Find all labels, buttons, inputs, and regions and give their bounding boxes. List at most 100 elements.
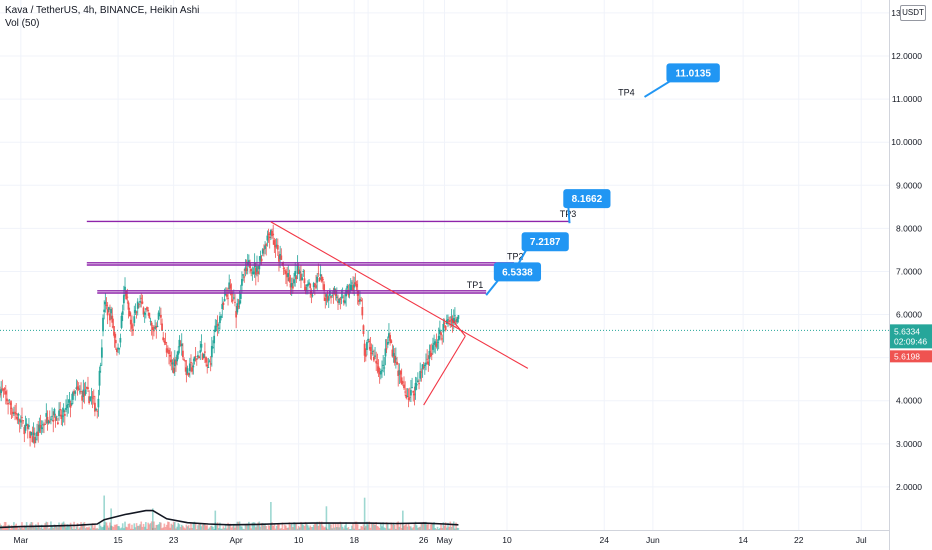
candle-body-372 (429, 352, 432, 357)
volume-bar-244 (281, 522, 284, 530)
currency-badge[interactable]: USDT (900, 5, 926, 21)
candle-body-258 (297, 269, 300, 275)
volume-bar-95 (109, 522, 111, 530)
callout-pointer-1 (514, 248, 528, 270)
volume-bar-173 (199, 523, 202, 530)
volume-bar-280 (323, 527, 325, 530)
volume-bar-175 (201, 524, 204, 530)
volume-bar-133 (153, 521, 155, 530)
candle-body-102 (117, 347, 119, 350)
candle-body-184 (212, 347, 214, 348)
volume-bar-100 (114, 524, 117, 530)
volume-bar-30 (33, 527, 36, 530)
candle-body-305 (352, 285, 354, 291)
candle-body-45 (51, 415, 53, 417)
volume-bar-315 (363, 527, 366, 530)
volume-bar-118 (135, 523, 138, 530)
candle-body-145 (166, 349, 169, 351)
candle-body-315 (363, 343, 366, 356)
candle-body-43 (48, 420, 51, 422)
symbol-legend[interactable]: Kava / TetherUS, 4h, BINANCE, Heikin Ash… (5, 5, 200, 16)
candle-body-103 (118, 348, 121, 350)
volume-bar-149 (171, 524, 174, 530)
volume-bar-16 (17, 528, 20, 530)
candle-body-304 (350, 282, 353, 284)
prev-close-tag-bg (890, 350, 932, 363)
volume-bar-5 (4, 522, 7, 530)
candle-body-295 (340, 296, 343, 298)
volume-bar-261 (301, 523, 303, 530)
volume-bar-378 (436, 526, 439, 530)
volume-bar-248 (286, 528, 288, 530)
candle-body-48 (54, 416, 57, 421)
candle-body-164 (188, 363, 191, 371)
volume-bar-146 (168, 521, 170, 530)
candle-body-183 (210, 345, 213, 358)
candle-body-13 (14, 411, 16, 414)
candle-body-38 (43, 424, 45, 426)
volume-bar-47 (53, 524, 56, 530)
volume-bar-332 (383, 527, 386, 530)
volume-bar-226 (260, 522, 263, 530)
volume-legend[interactable]: Vol (50) (5, 18, 40, 29)
candle-body-129 (148, 312, 151, 318)
volume-bar-325 (375, 522, 378, 530)
candle-body-320 (369, 346, 372, 351)
candle-body-344 (397, 370, 400, 376)
volume-bar-207 (238, 521, 241, 530)
candle-body-30 (33, 436, 36, 444)
candle-body-60 (68, 399, 71, 403)
candle-body-205 (236, 303, 239, 313)
volume-bar-31 (35, 524, 37, 530)
volume-bar-224 (258, 521, 261, 530)
candle-body-77 (88, 396, 91, 404)
candle-body-121 (139, 301, 141, 303)
volume-bar-114 (131, 524, 133, 530)
volume-bar-196 (226, 528, 228, 530)
candle-body-228 (263, 248, 265, 250)
volume-bar-199 (229, 523, 232, 530)
candle-body-382 (441, 338, 444, 340)
candle-body-105 (120, 315, 123, 328)
candle-body-365 (421, 364, 424, 369)
volume-bar-357 (412, 527, 415, 530)
candle-body-172 (198, 356, 200, 359)
volume-bar-192 (221, 528, 224, 530)
volume-bar-379 (437, 528, 440, 530)
candle-body-83 (95, 408, 97, 411)
volume-bar-169 (194, 523, 197, 530)
volume-bar-317 (366, 521, 368, 530)
volume-bar-346 (399, 523, 402, 530)
candle-body-378 (436, 342, 439, 344)
candle-body-275 (317, 273, 320, 275)
candle-body-261 (301, 277, 304, 281)
volume-bar-334 (385, 522, 388, 530)
volume-bar-17 (18, 527, 21, 530)
x-tick-label-4: 10 (294, 535, 304, 545)
candle-body-329 (379, 370, 382, 375)
candle-body-381 (440, 332, 442, 336)
candle-body-357 (412, 390, 415, 393)
candle-body-95 (109, 313, 111, 321)
candle-body-204 (235, 310, 238, 318)
x-tick-label-3: Apr (230, 535, 243, 545)
candle-body-138 (158, 315, 161, 317)
candle-body-181 (208, 361, 211, 363)
volume-bar-337 (389, 528, 391, 530)
volume-bar-312 (360, 526, 362, 530)
volume-bar-239 (275, 525, 278, 530)
volume-bar-35 (39, 527, 42, 530)
volume-bar-302 (348, 529, 351, 530)
volume-bar-385 (444, 522, 447, 530)
volume-bar-290 (334, 523, 337, 530)
volume-bar-195 (224, 525, 227, 530)
candle-body-279 (322, 279, 324, 280)
volume-bar-369 (426, 524, 428, 530)
volume-bar-53 (60, 523, 63, 530)
volume-bar-4 (3, 521, 6, 530)
x-tick-label-11: Jun (646, 535, 660, 545)
volume-bar-386 (446, 527, 448, 530)
candle-body-136 (156, 325, 159, 328)
